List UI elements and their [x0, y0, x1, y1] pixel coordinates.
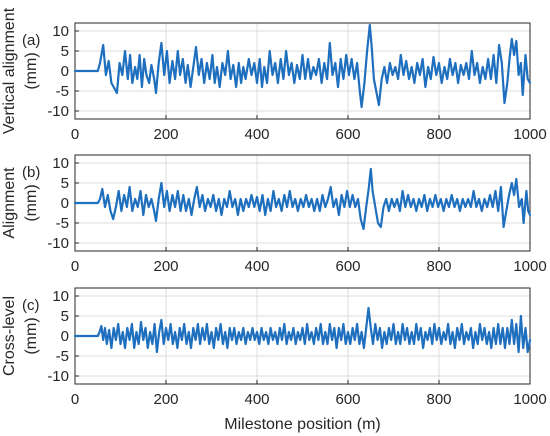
- x-tick-label: 600: [335, 126, 360, 143]
- x-tick-label: 600: [335, 258, 360, 275]
- x-tick-label: 200: [153, 391, 178, 408]
- y-tick-label: -10: [47, 368, 69, 385]
- y-tick-label: 5: [61, 308, 69, 325]
- x-tick-label: 800: [426, 258, 451, 275]
- y-tick-label: 5: [61, 43, 69, 60]
- y-tick-label: 10: [52, 155, 69, 172]
- y-axis-label: Vertical alignment: [1, 7, 18, 134]
- y-axis-label: (mm): [23, 52, 40, 89]
- panel-label: (a): [22, 32, 40, 49]
- x-tick-label: 1000: [513, 126, 546, 143]
- x-axis-label: Milestone position (m): [224, 416, 381, 433]
- y-tick-label: -5: [56, 215, 69, 232]
- x-tick-label: 800: [426, 126, 451, 143]
- y-axis-label: (mm): [23, 317, 40, 354]
- y-tick-label: 10: [52, 23, 69, 40]
- x-tick-label: 400: [244, 126, 269, 143]
- x-tick-label: 1000: [513, 391, 546, 408]
- x-tick-label: 0: [71, 258, 79, 275]
- y-axis-label: Cross-level: [1, 296, 18, 376]
- y-tick-label: 0: [61, 195, 69, 212]
- panel-label: (b): [22, 164, 40, 181]
- y-tick-label: -10: [47, 235, 69, 252]
- series-line: [73, 23, 532, 109]
- series-line: [73, 306, 532, 354]
- y-tick-label: -5: [56, 348, 69, 365]
- y-tick-label: -10: [47, 103, 69, 120]
- x-tick-label: 400: [244, 258, 269, 275]
- x-tick-label: 800: [426, 391, 451, 408]
- y-tick-label: 0: [61, 63, 69, 80]
- y-tick-label: 5: [61, 175, 69, 192]
- x-tick-label: 200: [153, 258, 178, 275]
- series-line: [73, 167, 532, 231]
- x-tick-label: 0: [71, 126, 79, 143]
- y-axis-label: (mm): [23, 184, 40, 221]
- panel-label: (c): [22, 297, 40, 314]
- y-tick-label: 0: [61, 328, 69, 345]
- y-axis-label: Alignment: [1, 167, 18, 239]
- x-tick-label: 600: [335, 391, 360, 408]
- y-tick-label: 10: [52, 288, 69, 305]
- x-tick-label: 1000: [513, 258, 546, 275]
- x-tick-label: 0: [71, 391, 79, 408]
- x-tick-label: 400: [244, 391, 269, 408]
- x-tick-label: 200: [153, 126, 178, 143]
- y-tick-label: -5: [56, 83, 69, 100]
